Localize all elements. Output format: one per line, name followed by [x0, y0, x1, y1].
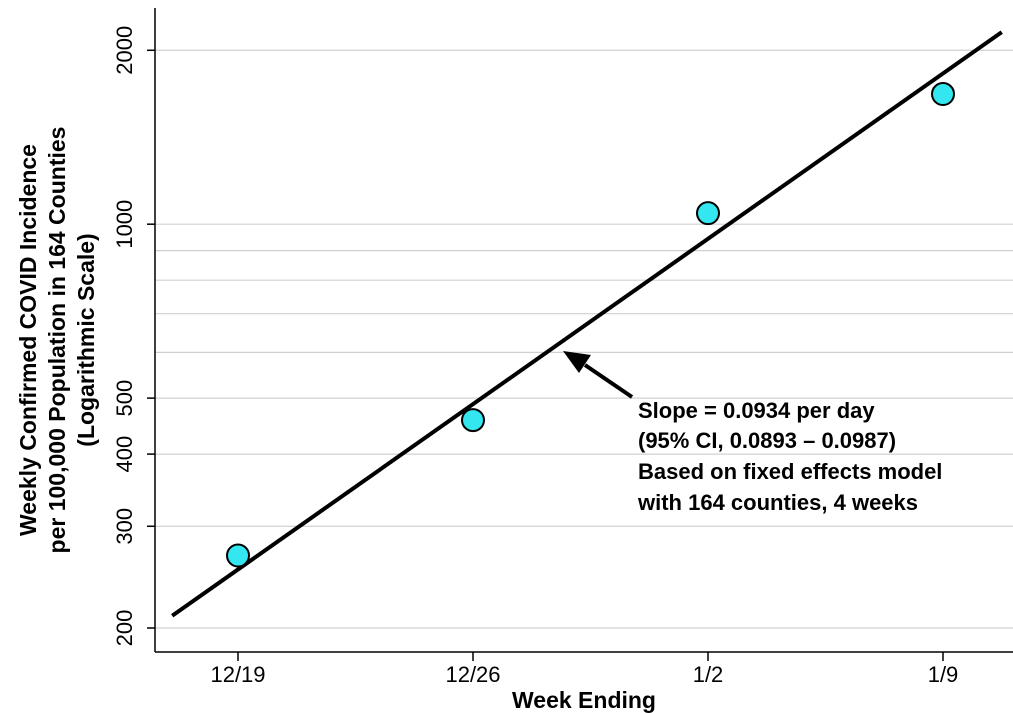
- y-tick-label-400: 400: [112, 436, 137, 473]
- fit-line: [171, 30, 1003, 618]
- annotation-arrow: [563, 351, 634, 399]
- annotation-line-1: Slope = 0.0934 per day: [638, 398, 875, 423]
- data-point-12/26: [461, 408, 485, 433]
- y-tick-label-1000: 1000: [112, 200, 137, 249]
- x-tick-label-3: 1/9: [928, 662, 959, 687]
- x-axis-title: Week Ending: [512, 687, 656, 713]
- annotation-line-2: (95% CI, 0.0893 – 0.0987): [638, 428, 896, 453]
- x-tick-label-1: 12/26: [445, 662, 500, 687]
- y-tick-label-2000: 2000: [112, 26, 137, 75]
- y-axis-title-line-1: Weekly Confirmed COVID Incidence: [15, 144, 41, 536]
- y-axis-title: Weekly Confirmed COVID Incidence per 100…: [15, 127, 99, 554]
- x-ticks: 12/19 12/26 1/2 1/9: [210, 652, 958, 687]
- data-point-12/19: [226, 543, 250, 568]
- data-points: [226, 82, 955, 568]
- x-tick-label-0: 12/19: [210, 662, 265, 687]
- data-point-1/2: [696, 201, 720, 226]
- annotation-line-3: Based on fixed effects model: [638, 459, 942, 484]
- gridlines: [155, 49, 1013, 629]
- y-tick-label-300: 300: [112, 508, 137, 545]
- y-tick-label-500: 500: [112, 380, 137, 417]
- annotation-line-4: with 164 counties, 4 weeks: [637, 490, 918, 515]
- y-tick-label-200: 200: [112, 610, 137, 647]
- y-axis-title-line-3: (Logarithmic Scale): [73, 233, 99, 446]
- y-ticks: 200 300 400 500 1000 2000: [112, 26, 155, 647]
- y-axis-title-line-2: per 100,000 Population in 164 Counties: [44, 127, 70, 554]
- data-point-1/9: [931, 82, 955, 107]
- x-tick-label-2: 1/2: [693, 662, 724, 687]
